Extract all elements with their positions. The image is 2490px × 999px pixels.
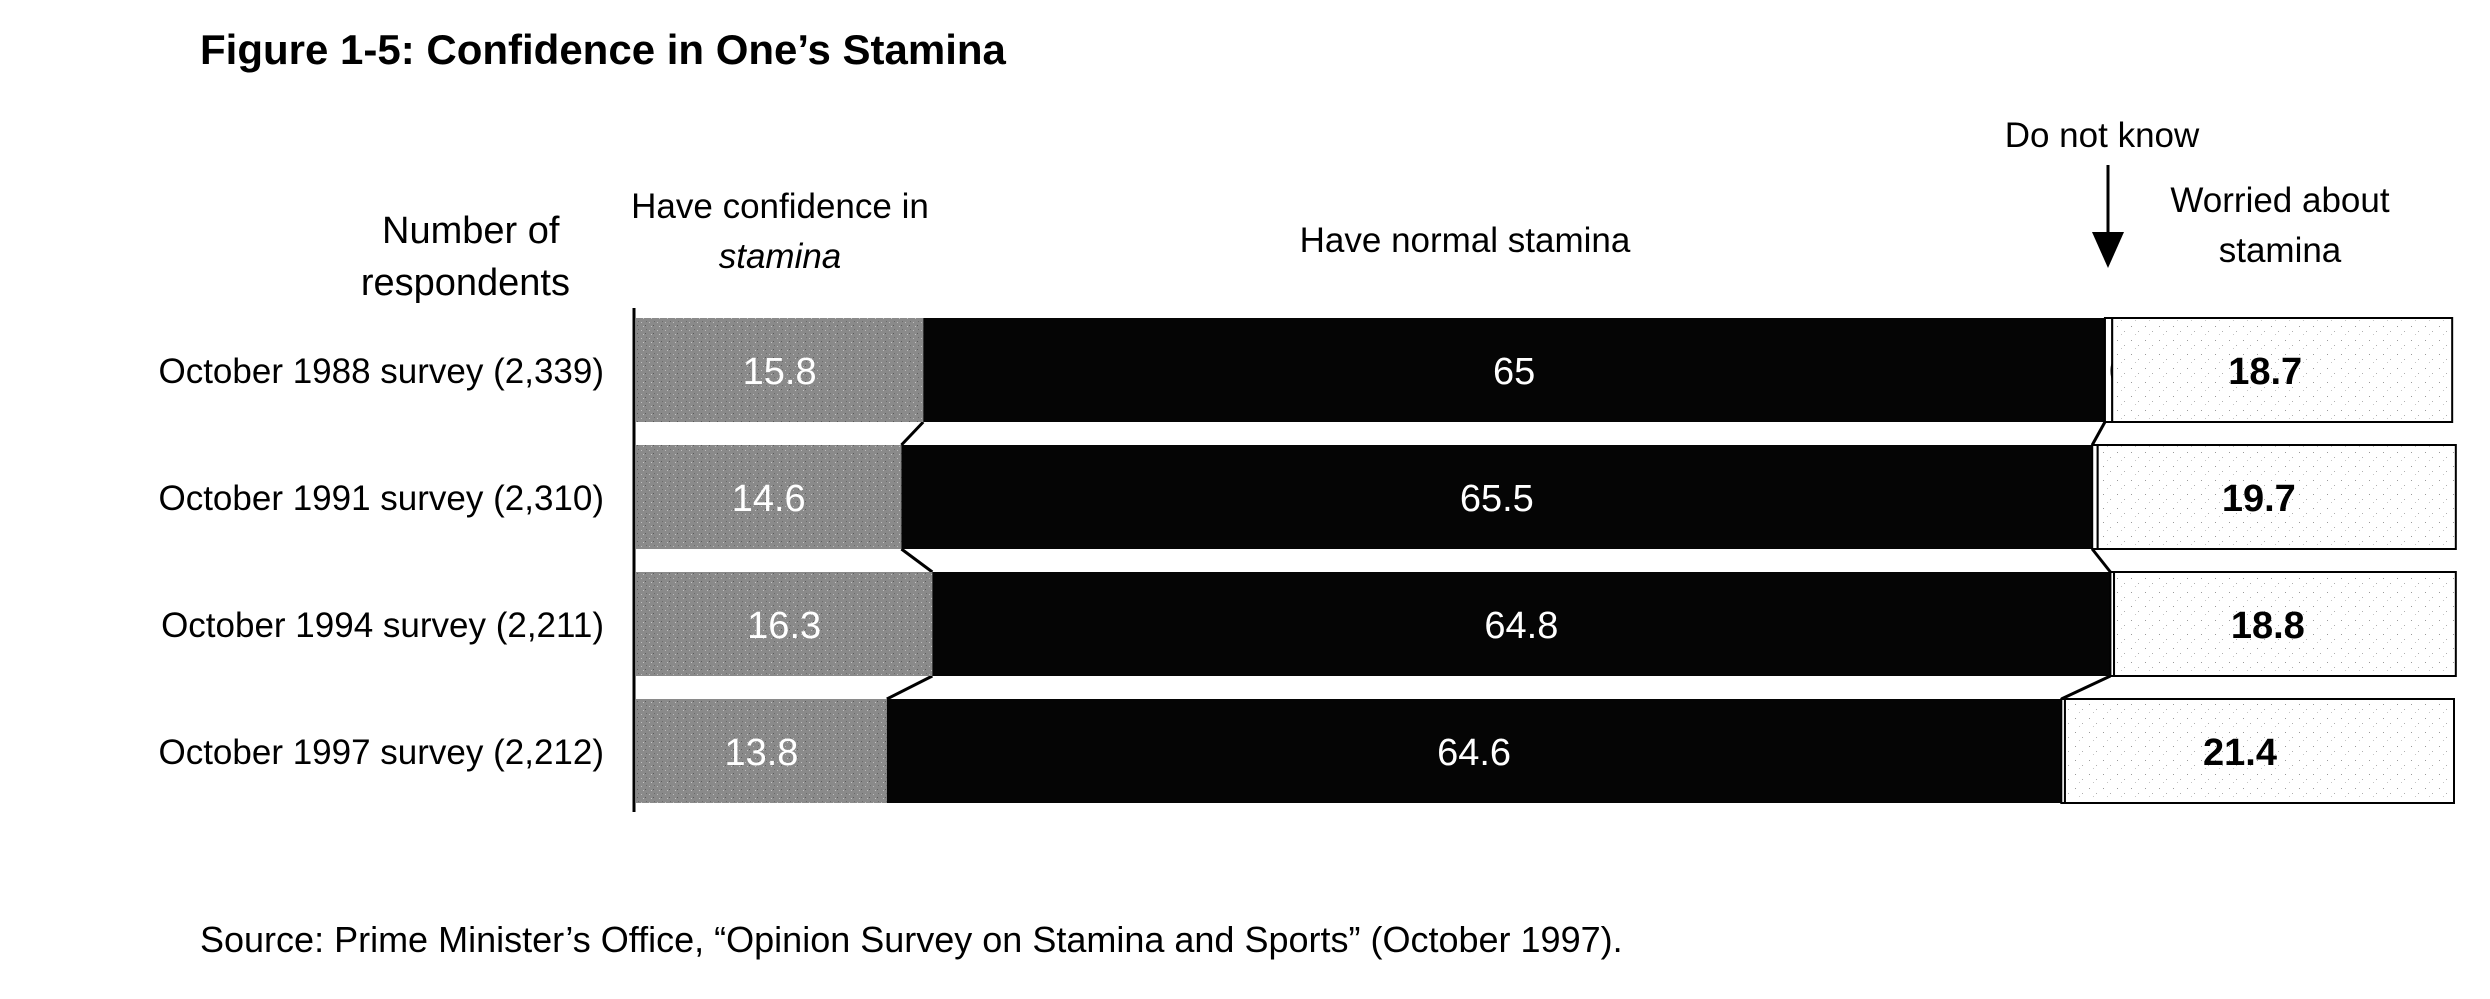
category-label: October 1994 survey (2,211) <box>161 606 604 645</box>
connector-line <box>2060 674 2112 701</box>
connector-line <box>900 420 925 447</box>
data-label: 64.6 <box>1437 732 1511 774</box>
data-label: 18.7 <box>2228 351 2302 393</box>
bar-segment <box>932 572 2111 676</box>
series-header: Do not know <box>2005 116 2200 155</box>
data-label: 64.8 <box>1484 605 1558 647</box>
connector-line <box>900 547 934 574</box>
bar-segment <box>886 699 2062 803</box>
bars: 15.8650.418.714.665.50.319.716.364.80.21… <box>636 317 2457 804</box>
bar-segment <box>636 699 887 803</box>
bar-segment <box>2096 444 2457 550</box>
bar-segment <box>923 318 2105 422</box>
category-label: October 1997 survey (2,212) <box>158 733 604 772</box>
connector-line <box>2090 421 2107 446</box>
connector-line <box>886 674 934 701</box>
connector-line <box>2091 548 2112 573</box>
series-header: Have normal stamina <box>1300 221 1631 260</box>
row-header: Number of respondents <box>361 210 570 304</box>
row-header-line-2: respondents <box>361 262 570 304</box>
bar-segment <box>2111 317 2454 423</box>
source-note: Source: Prime Minister’s Office, “Opinio… <box>200 919 1623 960</box>
category-label: October 1988 survey (2,339) <box>158 352 604 391</box>
data-label: 13.8 <box>724 732 798 774</box>
bar-segment <box>2113 571 2457 677</box>
data-label: 19.7 <box>2222 478 2296 520</box>
bar-segment <box>2063 698 2455 804</box>
arrow-head <box>2092 232 2124 268</box>
data-label: 15.8 <box>743 351 817 393</box>
bar-segment <box>636 572 933 676</box>
data-label: 65.5 <box>1460 478 1534 520</box>
series-headers: Have confidence in stamina Have normal sta… <box>631 116 2390 276</box>
series-header: Have confidence in stamina <box>631 187 929 276</box>
data-label: 65 <box>1493 351 1535 393</box>
category-label: October 1991 survey (2,310) <box>158 479 604 518</box>
series-header: Worried about stamina <box>2170 181 2389 270</box>
series-connectors <box>886 420 2112 701</box>
bar-segment <box>636 318 924 422</box>
data-label: 21.4 <box>2203 732 2277 774</box>
data-label: 16.3 <box>747 605 821 647</box>
data-label: 14.6 <box>732 478 806 520</box>
data-label: 18.8 <box>2231 605 2305 647</box>
chart-title: Figure 1-5: Confidence in One’s Stamina <box>200 26 1007 73</box>
row-header-line-1: Number of <box>382 210 560 252</box>
category-labels: October 1988 survey (2,339) October 1991 … <box>158 352 604 772</box>
bar-segment <box>636 445 902 549</box>
bar-segment <box>901 445 2093 549</box>
